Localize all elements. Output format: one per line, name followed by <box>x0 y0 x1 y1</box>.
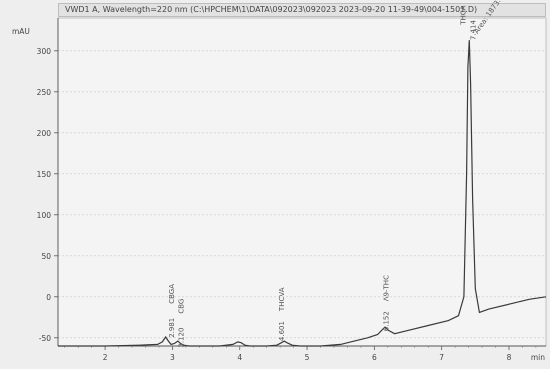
x-tick-label: 2 <box>103 353 108 362</box>
y-tick-label: 250 <box>37 88 52 97</box>
y-axis-label: mAU <box>12 27 30 36</box>
peak-rt-label: 4.601 <box>278 321 286 341</box>
y-tick-label: 300 <box>37 47 52 56</box>
peak-name-label: CBGA <box>168 284 176 304</box>
y-tick-label: -50 <box>39 334 51 343</box>
x-tick-label: 3 <box>170 353 175 362</box>
x-tick-label: 6 <box>372 353 377 362</box>
plot-area <box>57 17 547 347</box>
y-tick-label: 0 <box>46 293 51 302</box>
y-tick-label: 200 <box>37 129 52 138</box>
y-tick-label: 150 <box>37 170 52 179</box>
x-tick-label: 7 <box>439 353 444 362</box>
peak-rt-label: 3.120 <box>178 328 186 348</box>
x-tick-label: 4 <box>237 353 242 362</box>
peak-name-label: THCA <box>460 5 468 25</box>
x-axis-label: min <box>531 353 545 362</box>
peak-name-label: CBG <box>178 299 186 314</box>
chart-title: VWD1 A, Wavelength=220 nm (C:\HPCHEM\1\D… <box>58 3 546 17</box>
peak-name-label: THCVA <box>278 287 286 312</box>
grid-layer <box>57 17 547 347</box>
peak-name-label: Λ9-THC <box>383 275 391 301</box>
tick-layer: -50 0 50 100 150 200 250 300 2 3 4 5 6 7 8 <box>37 47 537 362</box>
peak-rt-label: 2.981 <box>168 318 176 338</box>
x-tick-label: 8 <box>507 353 512 362</box>
y-tick-label: 50 <box>41 252 51 261</box>
y-tick-label: 100 <box>37 211 52 220</box>
x-tick-label: 5 <box>305 353 310 362</box>
peak-rt-label: 6.152 <box>383 311 391 331</box>
signal-trace <box>58 40 547 347</box>
peak-rt-label: 7.414 <box>470 20 478 41</box>
